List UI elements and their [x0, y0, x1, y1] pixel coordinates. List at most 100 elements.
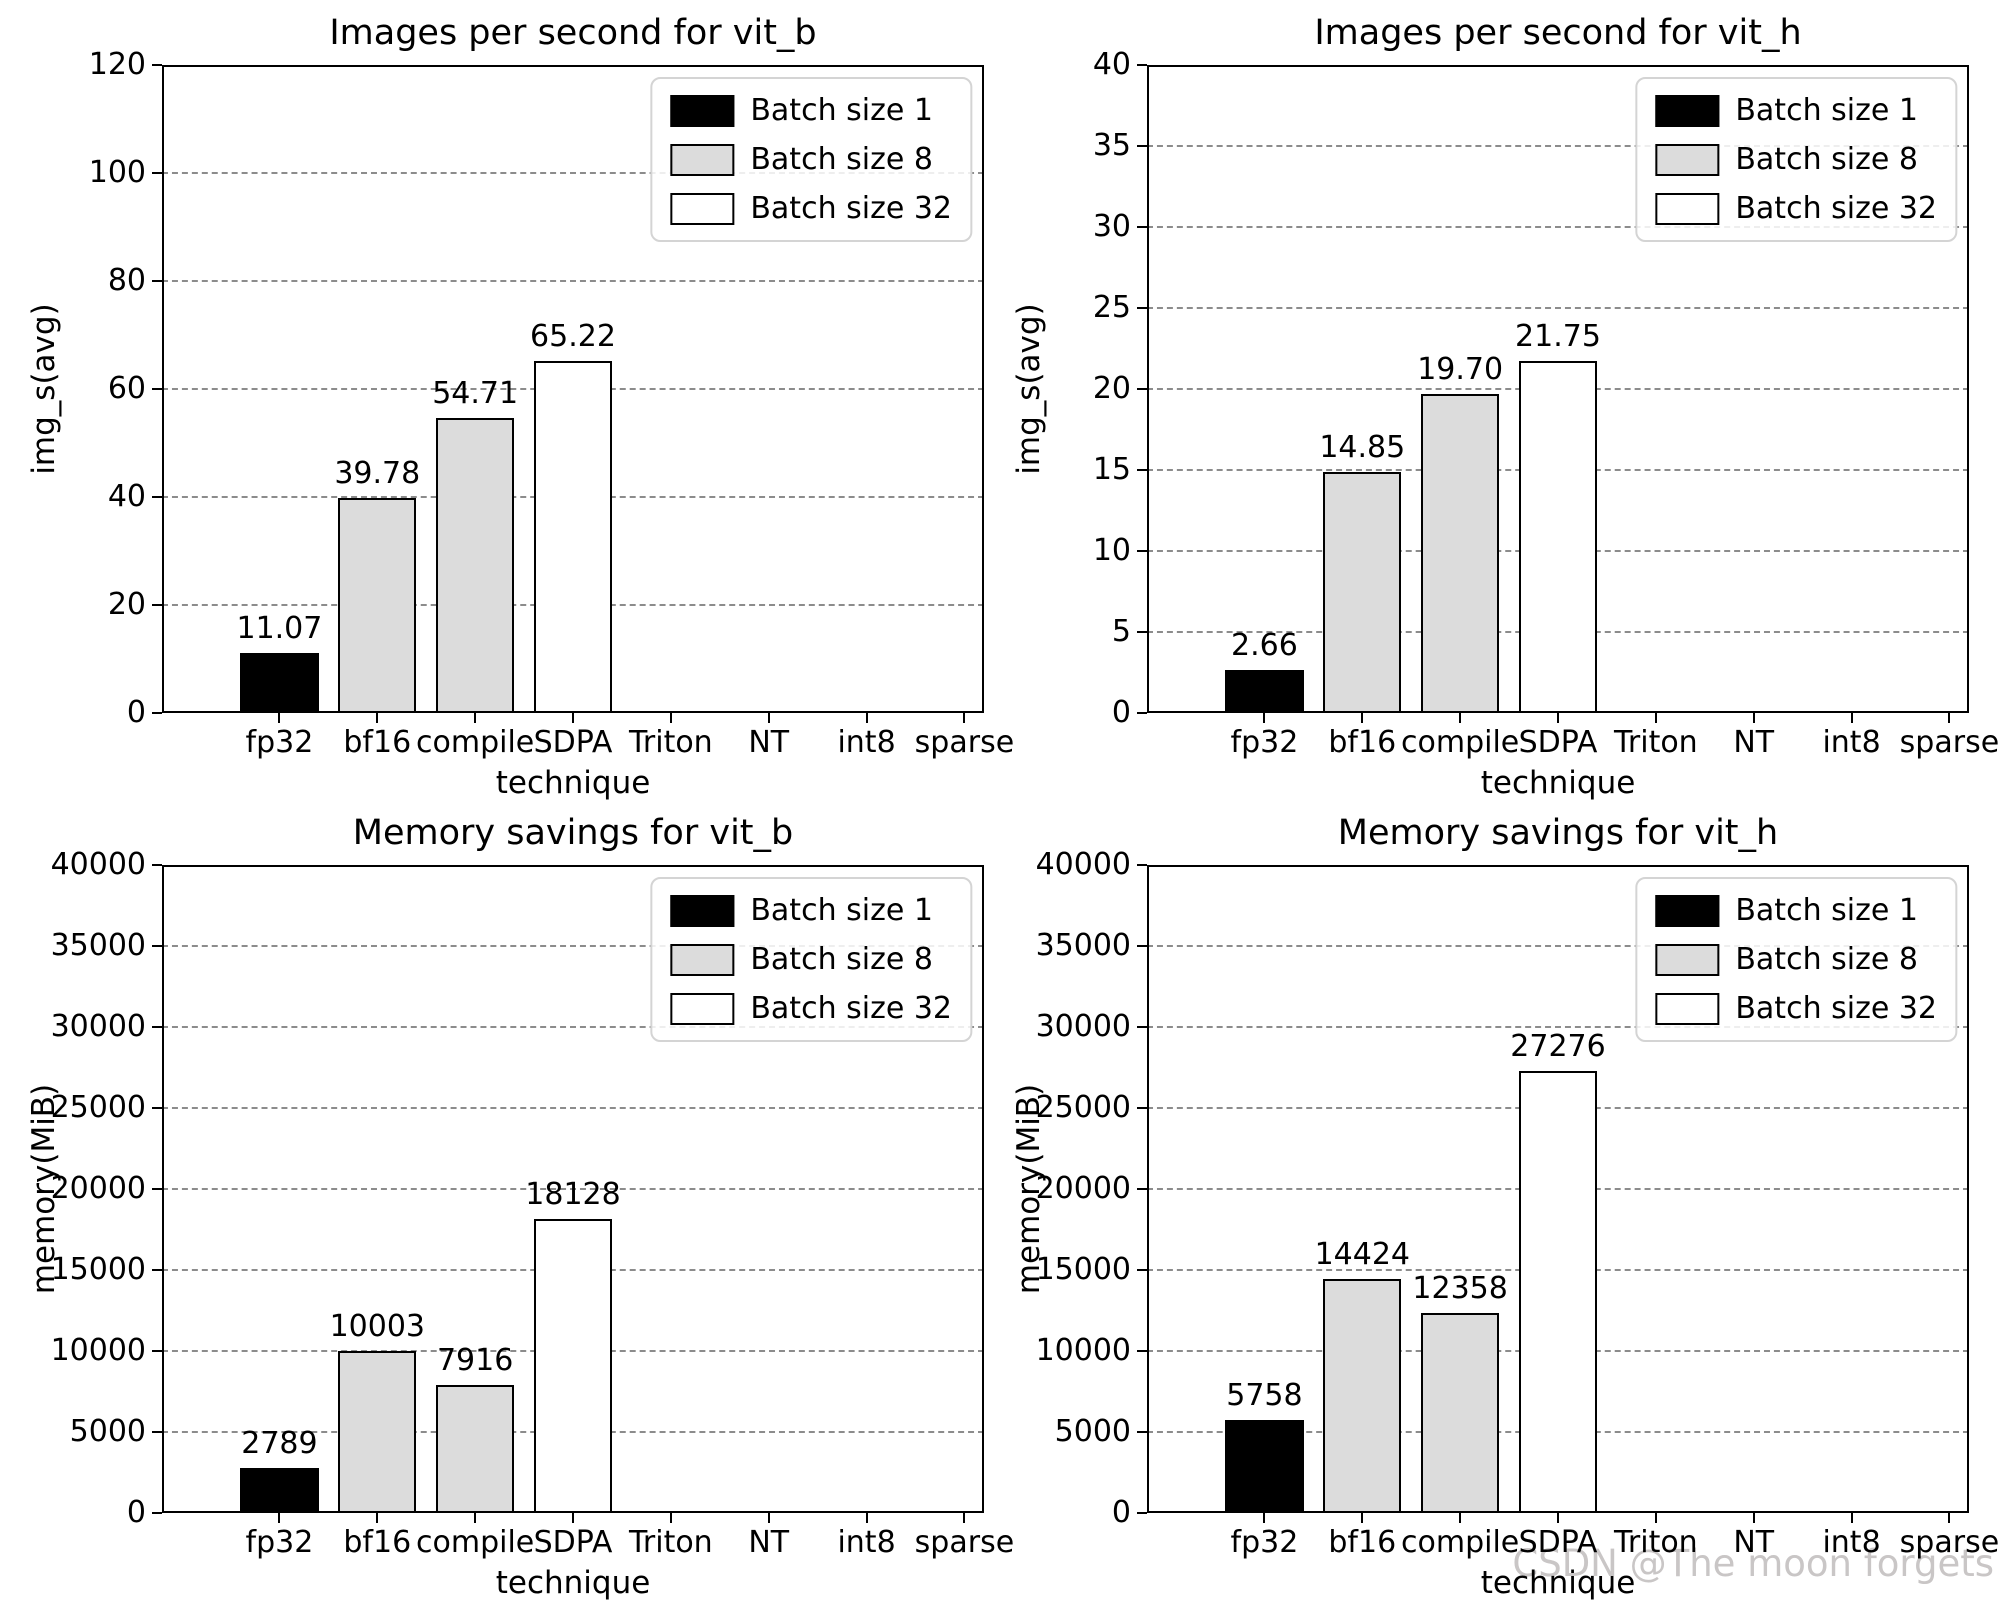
x-tick-label: fp32 — [1230, 1525, 1299, 1560]
x-tick-label: SDPA — [1518, 1525, 1598, 1560]
x-tick-mark — [963, 1513, 966, 1523]
y-tick-label: 25000 — [1035, 1090, 1131, 1125]
bar — [533, 360, 613, 713]
x-tick-label: sparse — [914, 1525, 1015, 1560]
y-tick-label: 15000 — [1035, 1252, 1131, 1287]
x-tick-mark — [865, 713, 868, 723]
y-tick-label: 0 — [1111, 1495, 1131, 1530]
plot-area — [162, 865, 984, 1513]
x-tick-mark — [865, 1513, 868, 1523]
x-tick-label: bf16 — [343, 1525, 412, 1560]
bar-value-label: 7916 — [436, 1342, 514, 1378]
x-tick-mark — [1459, 713, 1462, 723]
plot-area — [1147, 65, 1969, 713]
x-tick-mark — [572, 1513, 574, 1523]
x-axis-label: technique — [495, 765, 651, 801]
y-tick-mark — [152, 945, 162, 947]
legend-item: Batch size 8 — [670, 942, 952, 977]
chart-title: Memory savings for vit_h — [1337, 813, 1779, 853]
x-tick-mark — [1948, 713, 1951, 723]
legend-item: Batch size 1 — [1655, 893, 1937, 928]
y-tick-label: 10 — [1092, 533, 1131, 568]
gridline — [1147, 145, 1969, 147]
y-tick-label: 35000 — [50, 928, 146, 963]
legend-swatch-icon — [670, 94, 735, 127]
legend-label: Batch size 32 — [1735, 191, 1937, 226]
x-tick-mark — [1361, 1513, 1364, 1523]
y-tick-mark — [1137, 864, 1147, 866]
y-tick-label: 5000 — [1054, 1414, 1131, 1449]
legend-item: Batch size 8 — [1655, 942, 1937, 977]
bar — [1518, 1071, 1598, 1513]
x-tick-label: SDPA — [1518, 725, 1598, 760]
gridline — [162, 1188, 984, 1190]
y-tick-label: 10000 — [50, 1333, 146, 1368]
y-tick-mark — [1137, 1188, 1147, 1190]
legend: Batch size 1 Batch size 8 Batch size 32 — [650, 877, 972, 1042]
y-tick-mark — [1137, 550, 1147, 552]
bar-value-label: 14.85 — [1319, 430, 1406, 466]
y-tick-label: 30 — [1092, 209, 1131, 244]
y-tick-label: 100 — [88, 155, 146, 190]
gridline — [162, 280, 984, 282]
y-tick-mark — [1137, 1107, 1147, 1109]
y-tick-mark — [152, 388, 162, 390]
bar — [436, 1384, 515, 1513]
y-tick-label: 10000 — [1035, 1333, 1131, 1368]
x-tick-mark — [1850, 713, 1853, 723]
x-tick-label: Triton — [1613, 725, 1698, 760]
legend-swatch-icon — [670, 894, 735, 927]
legend-label: Batch size 1 — [750, 893, 933, 928]
x-tick-mark — [1557, 1513, 1559, 1523]
gridline — [1147, 307, 1969, 309]
x-tick-label: fp32 — [1230, 725, 1299, 760]
legend-swatch-icon — [670, 992, 735, 1025]
bar-value-label: 65.22 — [530, 318, 616, 354]
x-tick-mark — [1263, 713, 1266, 723]
y-tick-mark — [152, 712, 162, 714]
x-tick-label: compile — [1401, 725, 1520, 760]
gridline — [1147, 1026, 1969, 1028]
bar — [1421, 393, 1500, 713]
plot-area — [162, 65, 984, 713]
legend-label: Batch size 32 — [1735, 991, 1937, 1026]
y-tick-label: 40 — [107, 479, 146, 514]
x-tick-label: fp32 — [245, 1525, 314, 1560]
y-tick-mark — [152, 604, 162, 606]
y-tick-label: 30000 — [1035, 1009, 1131, 1044]
x-tick-mark — [474, 1513, 477, 1523]
x-tick-mark — [1654, 713, 1657, 723]
y-tick-label: 120 — [88, 47, 146, 82]
legend: Batch size 1 Batch size 8 Batch size 32 — [1635, 877, 1957, 1042]
y-tick-label: 0 — [1111, 695, 1131, 730]
y-tick-mark — [1137, 1431, 1147, 1433]
legend-swatch-icon — [1655, 894, 1720, 927]
y-tick-label: 0 — [126, 695, 146, 730]
x-tick-mark — [767, 713, 770, 723]
bar — [1421, 1312, 1500, 1513]
x-tick-label: int8 — [837, 1525, 896, 1560]
y-tick-mark — [1137, 712, 1147, 714]
legend-item: Batch size 8 — [1655, 142, 1937, 177]
y-tick-mark — [1137, 469, 1147, 471]
x-tick-mark — [669, 1513, 672, 1523]
x-tick-label: NT — [1733, 725, 1775, 760]
x-tick-label: SDPA — [533, 725, 613, 760]
y-tick-mark — [1137, 64, 1147, 66]
y-tick-mark — [1137, 388, 1147, 390]
legend-swatch-icon — [670, 192, 735, 225]
gridline — [162, 1026, 984, 1028]
y-tick-label: 0 — [126, 1495, 146, 1530]
x-tick-mark — [278, 1513, 281, 1523]
x-tick-label: sparse — [1899, 725, 2000, 760]
y-tick-mark — [152, 1188, 162, 1190]
x-tick-mark — [1361, 713, 1364, 723]
legend-label: Batch size 32 — [750, 991, 952, 1026]
y-tick-mark — [1137, 145, 1147, 147]
x-tick-mark — [1654, 1513, 1657, 1523]
x-tick-mark — [376, 1513, 379, 1523]
x-tick-mark — [1459, 1513, 1462, 1523]
x-tick-mark — [669, 713, 672, 723]
x-tick-label: bf16 — [343, 725, 412, 760]
